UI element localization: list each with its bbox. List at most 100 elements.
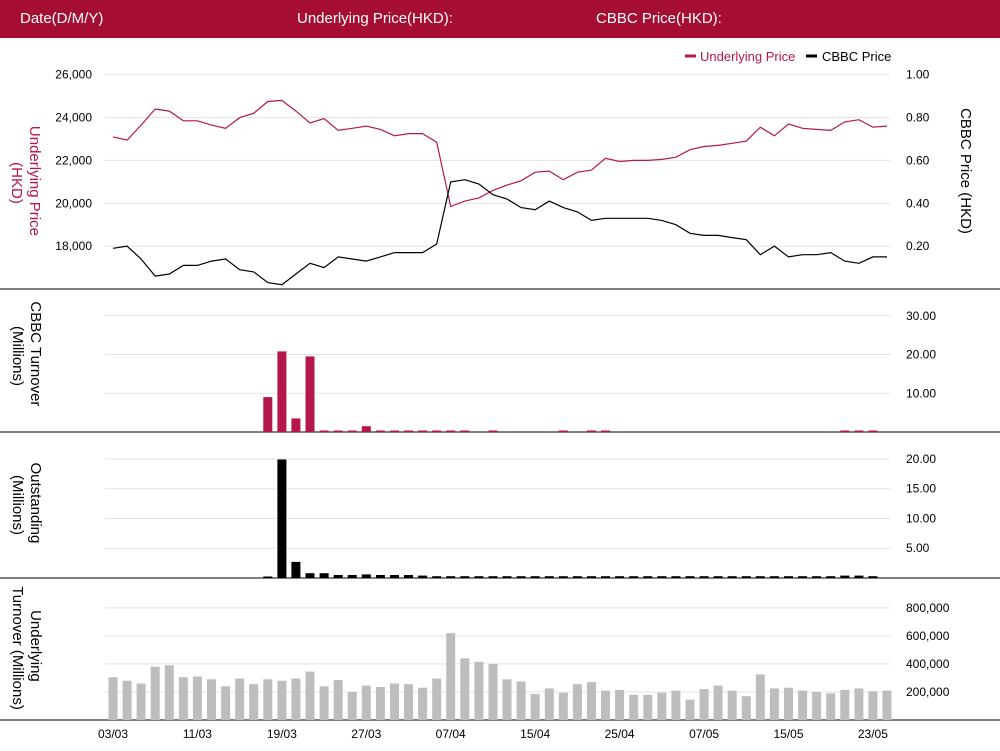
underlying-turnover-tick-label: 800,000	[906, 601, 950, 615]
x-tick-label: 19/03	[267, 727, 297, 741]
outstanding-bar	[516, 576, 526, 578]
outstanding-bar	[826, 576, 836, 578]
underlying-turnover-title: Underlying Turnover (Millions)	[9, 586, 44, 710]
outstanding-bar	[488, 576, 498, 578]
cbbc-turnover-bar	[868, 430, 878, 432]
outstanding-bar	[390, 575, 399, 578]
x-tick-label: 11/03	[183, 727, 212, 741]
cbbc-turnover-bar	[854, 430, 864, 432]
underlying-turnover-bar	[544, 688, 554, 720]
price-right-tick-label: 0.60	[906, 153, 930, 167]
outstanding-bar	[572, 576, 582, 578]
outstanding-bar	[291, 561, 301, 578]
outstanding-bar	[530, 576, 540, 578]
outstanding-bar	[404, 575, 413, 578]
underlying-turnover-bar	[291, 678, 301, 720]
outstanding-tick-label: 15.00	[906, 482, 936, 496]
outstanding-title-line2: (Millions)	[9, 475, 26, 535]
underlying-axis-title-line1: Underlying Price	[26, 126, 43, 236]
underlying-turnover-bar	[502, 679, 512, 720]
outstanding-bar	[460, 576, 470, 578]
cbbc-turnover-title-line2: (Millions)	[9, 326, 26, 386]
outstanding-bar	[798, 576, 808, 578]
outstanding-bar	[755, 576, 765, 578]
cbbc-axis-title: CBBC Price (HKD)	[957, 108, 974, 234]
outstanding-bar	[615, 576, 625, 578]
underlying-turnover-bar	[587, 682, 596, 720]
outstanding-tick-label: 20.00	[906, 452, 936, 466]
underlying-turnover-bar	[122, 680, 132, 720]
cbbc-turnover-bar	[277, 351, 287, 432]
underlying-turnover-bar	[530, 694, 540, 720]
cbbc-turnover-tick-label: 20.00	[906, 348, 936, 362]
cbbc-turnover-bar	[432, 430, 442, 432]
price-left-tick-label: 22,000	[55, 153, 92, 167]
underlying-turnover-tick-label: 200,000	[906, 685, 950, 699]
price-right-tick-label: 0.80	[906, 111, 930, 125]
cbbc-turnover-title: CBBC Turnover (Millions)	[9, 301, 44, 410]
underlying-turnover-bar	[474, 661, 484, 720]
legend: Underlying Price CBBC Price	[685, 49, 891, 64]
underlying-turnover-bar	[249, 684, 259, 720]
outstanding-bar	[502, 576, 512, 578]
chart-header: Date(D/M/Y) Underlying Price(HKD): CBBC …	[0, 0, 1000, 38]
cbbc-turnover-bar	[418, 430, 428, 432]
underlying-turnover-bar	[685, 699, 695, 720]
underlying-turnover-bar	[432, 678, 442, 720]
underlying-turnover-bar	[769, 688, 779, 720]
cbbc-turnover-tick-label: 10.00	[906, 386, 936, 400]
underlying-turnover-bar	[572, 684, 582, 720]
underlying-turnover-bar	[404, 684, 413, 720]
cbbc-turnover-bar	[347, 430, 357, 432]
underlying-turnover-bar	[798, 690, 808, 720]
price-right-tick-label: 0.20	[906, 239, 930, 253]
outstanding-axis-title: Outstanding (Millions)	[9, 462, 44, 543]
underlying-turnover-bar	[460, 658, 470, 720]
outstanding-bar	[333, 575, 343, 578]
outstanding-bar	[671, 576, 681, 578]
underlying-turnover-bar	[558, 692, 568, 720]
cbbc-chart: Underlying Price CBBC Price Underlying P…	[0, 49, 1000, 741]
outstanding-bar	[263, 576, 273, 578]
cbbc-turnover-bar	[601, 430, 610, 432]
cbbc-turnover-bar	[375, 430, 385, 432]
outstanding-bar	[347, 575, 357, 578]
price-right-axis-title: CBBC Price (HKD)	[957, 108, 974, 234]
outstanding-bar	[474, 576, 484, 578]
x-tick-label: 15/04	[520, 727, 550, 741]
cbbc-turnover-bar	[333, 430, 343, 432]
outstanding-bar	[558, 576, 568, 578]
cbbc-price-line	[112, 179, 887, 286]
outstanding-bar	[629, 576, 639, 578]
outstanding-bar	[657, 576, 667, 578]
outstanding-bar	[601, 576, 610, 578]
underlying-turnover-bar	[854, 688, 864, 720]
outstanding-bar	[769, 576, 779, 578]
outstanding-bar	[432, 576, 442, 578]
cbbc-turnover-axis-title: CBBC Turnover (Millions)	[9, 301, 44, 410]
price-left-axis-title: Underlying Price (HKD)	[8, 126, 43, 236]
outstanding-bar	[319, 573, 329, 578]
underlying-turnover-bar	[319, 686, 329, 720]
underlying-turnover-bar	[755, 674, 765, 720]
cbbc-turnover-bar	[460, 430, 470, 432]
price-left-tick-label: 20,000	[55, 196, 92, 210]
underlying-turnover-title-line2: Turnover (Millions)	[9, 586, 26, 710]
cbbc-price-label: CBBC Price(HKD):	[596, 10, 722, 27]
underlying-turnover-bar	[108, 677, 118, 720]
underlying-turnover-bar	[882, 690, 892, 720]
cbbc-turnover-bar	[587, 430, 596, 432]
outstanding-bar	[854, 575, 864, 578]
cbbc-turnover-bar	[446, 430, 456, 432]
underlying-turnover-bar	[826, 693, 836, 720]
underlying-turnover-bar	[390, 683, 399, 720]
underlying-turnover-bar	[840, 689, 850, 720]
cbbc-turnover-title-line1: CBBC Turnover	[27, 301, 44, 406]
underlying-turnover-bar	[347, 692, 357, 720]
cbbc-turnover-bar	[361, 426, 371, 432]
cbbc-turnover-bar	[291, 418, 301, 432]
underlying-turnover-bar	[868, 691, 878, 720]
outstanding-tick-label: 5.00	[906, 541, 930, 555]
underlying-turnover-bar	[812, 692, 822, 720]
outstanding-bar	[375, 575, 385, 578]
